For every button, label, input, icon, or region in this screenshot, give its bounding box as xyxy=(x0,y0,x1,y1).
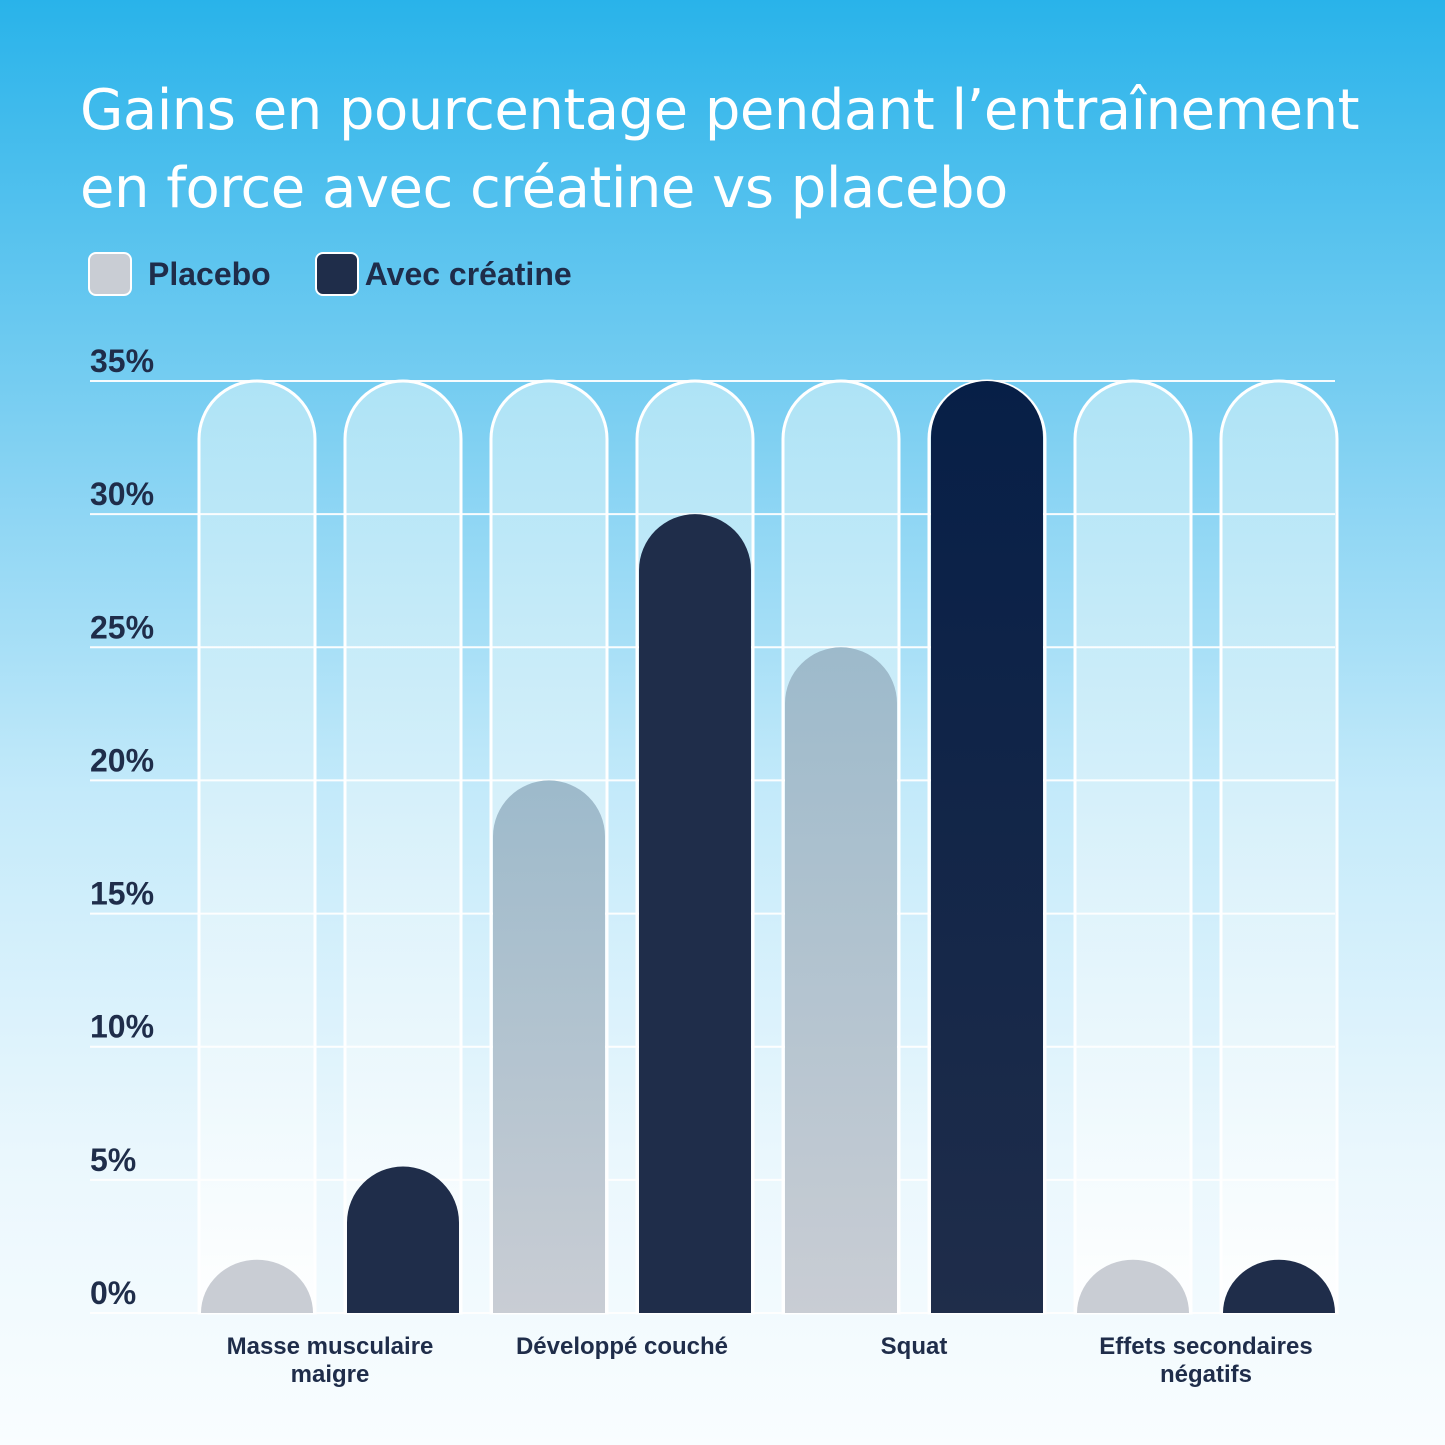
category-label-line: Développé couché xyxy=(516,1333,728,1360)
bar-placebo-1 xyxy=(493,780,605,1313)
y-tick-label: 20% xyxy=(90,742,154,778)
y-tick-label: 10% xyxy=(90,1009,154,1045)
legend: Placebo Avec créatine xyxy=(88,252,616,296)
bar-creatine-1 xyxy=(639,514,752,1313)
y-tick-label: 5% xyxy=(90,1142,136,1178)
category-label-line: Masse musculaire xyxy=(227,1333,434,1360)
category-label-line: Squat xyxy=(881,1333,948,1360)
bar-creatine-0 xyxy=(347,1166,460,1313)
legend-swatch-creatine xyxy=(314,252,359,296)
y-tick-label: 35% xyxy=(90,343,154,379)
bar-placebo-0 xyxy=(201,1259,313,1313)
legend-item-creatine: Avec créatine xyxy=(314,252,572,296)
chart-title-line-2: en force avec créatine vs placebo xyxy=(80,156,1008,221)
bar-creatine-2 xyxy=(931,381,1043,1313)
legend-swatch-placebo xyxy=(88,252,132,296)
chart-title: Gains en pourcentage pendant l’entraînem… xyxy=(80,72,1400,228)
chart-title-line-1: Gains en pourcentage pendant l’entraînem… xyxy=(80,78,1360,143)
legend-label-placebo: Placebo xyxy=(148,255,271,292)
category-label-line: maigre xyxy=(291,1361,370,1388)
category-label-3: Effets secondaires négatifs xyxy=(1099,1333,1312,1388)
bar-track-3-0 xyxy=(1073,379,1193,1315)
legend-label-creatine: Avec créatine xyxy=(364,255,572,292)
bar-placebo-3 xyxy=(1077,1259,1189,1313)
legend-item-placebo: Placebo xyxy=(88,252,271,296)
bar-creatine-3 xyxy=(1223,1259,1335,1313)
category-label-0: Masse musculaire maigre xyxy=(227,1333,434,1388)
y-tick-label: 15% xyxy=(90,876,154,912)
category-label-2: Squat xyxy=(881,1333,948,1360)
category-label-1: Développé couché xyxy=(516,1333,728,1360)
bar-placebo-2 xyxy=(785,647,897,1313)
bar-track-3-1 xyxy=(1219,379,1339,1315)
y-tick-label: 25% xyxy=(90,609,154,645)
y-tick-label: 0% xyxy=(90,1275,136,1311)
bar-track-0-0 xyxy=(197,379,317,1315)
category-label-line: Effets secondaires xyxy=(1099,1333,1312,1360)
y-tick-label: 30% xyxy=(90,476,154,512)
category-label-line: négatifs xyxy=(1160,1361,1252,1388)
